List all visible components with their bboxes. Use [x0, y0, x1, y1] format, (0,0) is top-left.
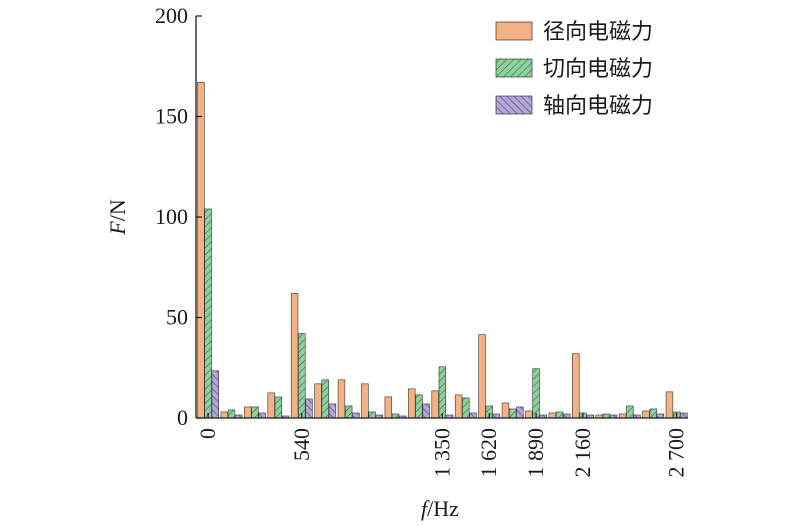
- bar-radial-5: [314, 383, 322, 419]
- bar-tangential-2: [251, 406, 259, 419]
- bar-axial-9: [422, 403, 430, 419]
- bar-tangential-14: [532, 368, 540, 419]
- y-tick-label: 200: [155, 3, 188, 28]
- bar-radial-15: [548, 412, 557, 419]
- bar-axial-0: [211, 370, 219, 419]
- bar-tangential-11: [462, 397, 470, 419]
- bar-radial-1: [220, 411, 229, 419]
- bar-axial-11: [469, 412, 477, 419]
- bar-tangential-10: [438, 366, 447, 419]
- x-tick-label: 1 620: [476, 428, 501, 478]
- legend-swatch: [495, 95, 533, 115]
- bar-radial-14: [525, 410, 533, 419]
- x-tick-label: 1 350: [429, 428, 454, 478]
- bar-axial-20: [680, 412, 688, 419]
- bar-radial-7: [361, 383, 369, 419]
- bar-radial-9: [408, 388, 416, 419]
- bar-radial-0: [197, 82, 205, 419]
- x-tick-label: 2 160: [570, 428, 595, 478]
- bar-tangential-5: [321, 379, 329, 419]
- y-tick-label: 0: [177, 405, 188, 430]
- legend-swatch: [495, 58, 533, 78]
- bar-tangential-1: [227, 409, 236, 419]
- bar-axial-4: [305, 398, 313, 419]
- bar-radial-3: [267, 392, 275, 419]
- bar-tangential-9: [415, 394, 423, 419]
- bar-radial-12: [478, 334, 486, 419]
- bar-radial-16: [572, 353, 580, 419]
- bar-radial-10: [431, 390, 439, 419]
- bar-radial-13: [501, 402, 510, 419]
- bar-axial-6: [352, 412, 360, 419]
- y-tick-label: 50: [166, 305, 188, 330]
- legend-swatch: [495, 21, 533, 41]
- x-tick-label: 2 700: [664, 428, 689, 478]
- bar-tangential-18: [626, 405, 634, 419]
- bar-radial-8: [384, 396, 393, 419]
- bar-radial-2: [244, 406, 252, 419]
- bar-axial-13: [516, 406, 524, 419]
- y-tick-label: 100: [155, 204, 188, 229]
- x-tick-label: 0: [195, 428, 220, 439]
- bar-tangential-4: [298, 333, 306, 419]
- x-ticks: 0 540 1 350 1 620 1 890 2 160 2 700: [195, 413, 689, 478]
- bar-tangential-19: [649, 408, 657, 419]
- legend-label: 径向电磁力: [543, 20, 653, 45]
- bar-tangential-3: [274, 396, 283, 419]
- legend-label: 切向电磁力: [543, 57, 653, 82]
- bars-layer: [197, 82, 688, 419]
- legend-label: 轴向电磁力: [543, 94, 653, 119]
- bar-radial-6: [337, 379, 346, 419]
- x-axis-label: f/Hz: [421, 496, 459, 521]
- bar-radial-11: [454, 394, 463, 419]
- x-tick-label: 1 890: [523, 428, 548, 478]
- x-tick-label: 540: [289, 428, 314, 461]
- bar-tangential-15: [555, 411, 564, 419]
- bar-tangential-6: [344, 405, 353, 419]
- bar-radial-20: [665, 391, 674, 419]
- bar-radial-19: [642, 410, 650, 419]
- bar-tangential-13: [508, 408, 517, 419]
- bar-axial-5: [328, 403, 337, 419]
- bar-axial-2: [258, 412, 266, 419]
- bar-radial-4: [290, 293, 299, 419]
- bar-tangential-0: [204, 208, 212, 419]
- y-axis-label: F/N: [105, 199, 130, 236]
- y-tick-label: 150: [155, 104, 188, 129]
- y-ticks: 0 50 100 150 200: [155, 3, 202, 430]
- bar-tangential-7: [368, 411, 376, 419]
